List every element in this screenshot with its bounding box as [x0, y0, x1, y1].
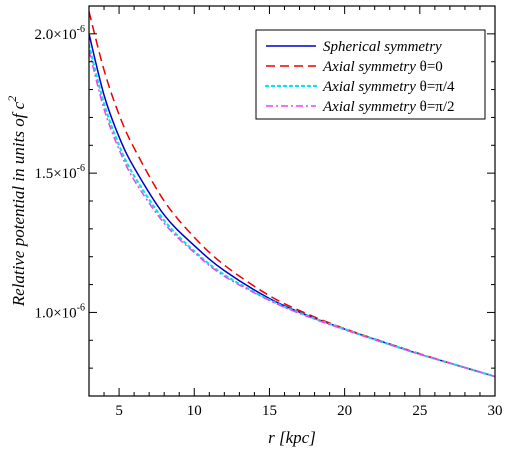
x-tick-label: 30 [488, 403, 503, 419]
plot-frame [88, 5, 496, 397]
y-tick-label: 1.5×10-6 [34, 163, 85, 182]
y-axis-title: Relative potential in units of c2 [5, 96, 28, 307]
legend-box [255, 29, 486, 120]
series-layer [89, 11, 495, 378]
x-tick-label: 10 [187, 403, 202, 419]
legend-label-4: Axial symmetry θ=π/2 [322, 99, 455, 115]
x-tick-label: 20 [337, 403, 352, 419]
legend: Spherical symmetry Axial symmetry θ=0 Axia… [264, 39, 455, 115]
y-axis-title-group: Relative potential in units of c2 [5, 96, 28, 307]
legend-label-3: Axial symmetry θ=π/4 [322, 79, 455, 95]
legend-label-2: Axial symmetry θ=0 [322, 59, 443, 75]
series-line-3 [89, 43, 495, 378]
ticks-layer: 5 10 15 20 25 30 1.0×10-6 1.5×10-6 2.0×10-6 [34, 5, 503, 419]
y-tick-label: 2.0×10-6 [34, 24, 85, 43]
y-axis-title-superscript: 2 [5, 96, 19, 102]
y-axis-title-text: Relative potential in units of c [9, 101, 28, 307]
x-axis-title: r [kpc] [268, 428, 316, 447]
x-tick-label: 5 [115, 403, 123, 419]
series-line-4 [89, 50, 495, 378]
x-tick-label: 25 [412, 403, 427, 419]
legend-label-1: Spherical symmetry [323, 39, 442, 55]
x-tick-label: 15 [262, 403, 277, 419]
y-tick-label: 1.0×10-6 [34, 302, 85, 321]
